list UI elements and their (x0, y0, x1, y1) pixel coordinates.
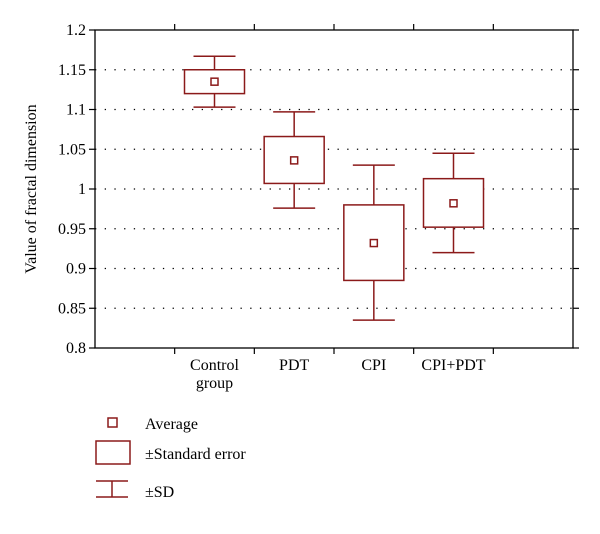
x-tick-label: group (196, 375, 233, 392)
legend-sd-label: ±SD (145, 484, 174, 501)
x-tick-label: Control (190, 357, 239, 374)
y-axis-label: Value of fractal dimension (23, 104, 40, 273)
legend-average-label: Average (145, 416, 198, 433)
y-tick-label: 0.9 (66, 261, 86, 278)
box-group (422, 152, 485, 254)
y-tick-label: 1.2 (66, 22, 86, 39)
x-tick-label: PDT (279, 357, 309, 374)
mean-marker (369, 238, 379, 248)
box-series (183, 55, 485, 321)
y-tick-label: 1.05 (58, 141, 86, 158)
legend-standard-error-label: ±Standard error (145, 446, 246, 463)
legend-average-marker (107, 417, 118, 428)
legend-sd-marker (96, 480, 128, 498)
y-tick-label: 1.15 (58, 62, 86, 79)
y-tick-label: 0.85 (58, 300, 86, 317)
box-group (263, 111, 325, 209)
legend: Average ±Standard error ±SD (95, 416, 246, 501)
y-tick-label: 0.8 (66, 340, 86, 357)
plot-frame (94, 29, 574, 349)
box-group (343, 164, 405, 321)
x-tick-label: CPI (361, 357, 386, 374)
mean-marker (210, 77, 219, 86)
legend-standard-error-marker (95, 440, 131, 465)
y-tick-label: 1.1 (66, 102, 86, 119)
grid-lines (95, 69, 573, 309)
box-group (183, 55, 246, 108)
mean-marker (449, 199, 458, 208)
y-tick-label: 1 (78, 181, 86, 198)
x-tick-label: CPI+PDT (421, 357, 485, 374)
mean-marker (289, 156, 299, 165)
y-tick-label: 0.95 (58, 221, 86, 238)
y-axis-ticks: 0.8 0.85 0.9 0.95 1 1.05 1.1 1.15 1.2 (58, 22, 579, 357)
